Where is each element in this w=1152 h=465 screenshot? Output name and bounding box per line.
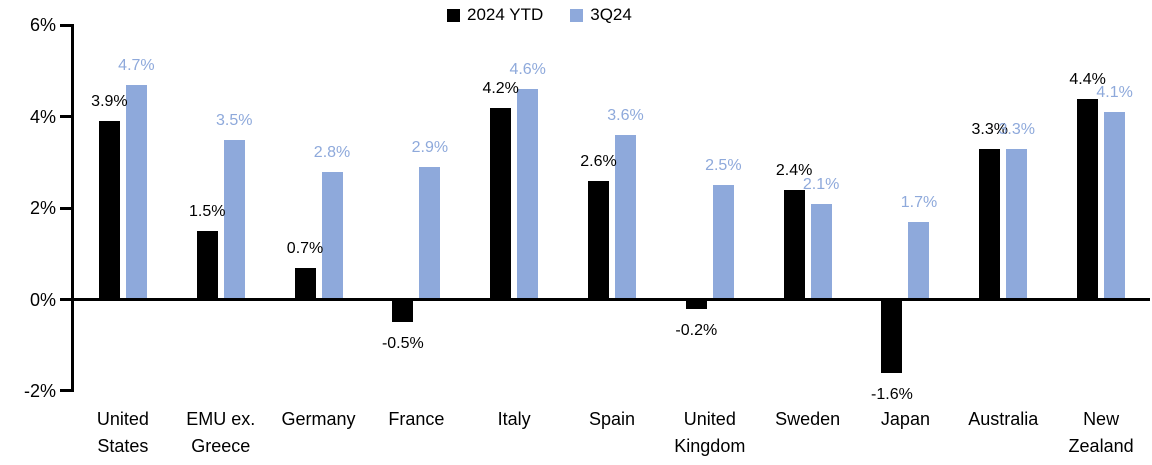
bar-3q24-sweden (810, 203, 832, 300)
category-label-germany: Germany (281, 409, 356, 429)
y-axis-tick-6 (60, 23, 71, 27)
x-axis-line (71, 298, 1150, 301)
value-label-2024-ytd-emu-ex-greece: 1.5% (188, 202, 226, 220)
legend-marker-2024-ytd-icon (447, 8, 460, 22)
bar-3q24-united-kingdom (712, 185, 734, 300)
bar-3q24-emu-ex-greece (223, 139, 245, 300)
value-label-2024-ytd-italy: 4.2% (482, 79, 519, 97)
category-label-japan: Japan (880, 409, 930, 429)
y-axis-line (71, 23, 74, 393)
bar-2024-ytd-spain (588, 180, 609, 300)
y-axis-tick-2 (60, 389, 71, 393)
legend-item-2024-ytd: 2024 YTD (447, 5, 543, 25)
category-label-new-zealand: New Zealand (1068, 409, 1134, 456)
y-axis-tick-label-2: -2% (23, 380, 56, 401)
category-label-united-states: United States (96, 409, 149, 456)
value-label-2024-ytd-australia: 3.3% (971, 120, 1008, 138)
value-label-2024-ytd-new-zealand: 4.4% (1069, 70, 1106, 88)
value-label-3q24-australia: 3.3% (998, 120, 1035, 138)
value-label-3q24-france: 2.9% (411, 139, 449, 157)
category-label-sweden: Sweden (775, 409, 841, 429)
value-label-3q24-japan: 1.7% (900, 193, 938, 211)
bar-2024-ytd-italy (490, 107, 512, 300)
bar-3q24-australia (1006, 148, 1028, 300)
bar-2024-ytd-sweden (783, 189, 805, 300)
legend-item-3q24: 3Q24 (570, 5, 632, 25)
value-label-2024-ytd-spain: 2.6% (580, 152, 617, 170)
value-label-2024-ytd-france: -0.5% (381, 335, 424, 353)
value-label-3q24-italy: 4.6% (509, 61, 546, 79)
category-label-emu-ex-greece: EMU ex. Greece (186, 409, 256, 456)
value-label-3q24-sweden: 2.1% (802, 175, 840, 193)
y-axis-tick-0 (60, 298, 71, 301)
value-label-3q24-new-zealand: 4.1% (1096, 84, 1133, 102)
bar-3q24-france (419, 167, 441, 300)
bar-3q24-united-states (125, 84, 147, 300)
y-axis-tick-label-2: 2% (29, 198, 56, 219)
value-label-3q24-united-states: 4.7% (118, 56, 155, 74)
bar-3q24-japan (908, 221, 930, 300)
legend-marker-3q24-icon (570, 8, 584, 22)
y-axis-tick-4 (60, 115, 71, 119)
legend-label-3q24: 3Q24 (590, 5, 632, 24)
bar-2024-ytd-united-states (98, 121, 120, 300)
value-label-2024-ytd-united-states: 3.9% (91, 93, 128, 111)
bar-2024-ytd-germany (294, 267, 316, 300)
category-label-united-kingdom: United Kingdom (674, 409, 746, 456)
bar-3q24-new-zealand (1104, 112, 1126, 300)
value-label-3q24-emu-ex-greece: 3.5% (215, 111, 253, 129)
y-axis-tick-label-6: 6% (29, 15, 56, 36)
category-label-spain: Spain (588, 409, 636, 429)
value-label-3q24-spain: 3.6% (607, 107, 644, 125)
category-label-italy: Italy (497, 409, 531, 429)
category-label-france: France (388, 409, 445, 429)
value-label-2024-ytd-sweden: 2.4% (775, 161, 813, 179)
bar-2024-ytd-emu-ex-greece (196, 230, 218, 300)
value-label-3q24-germany: 2.8% (313, 143, 351, 161)
y-axis-tick-2 (60, 206, 71, 210)
value-label-2024-ytd-japan: -1.6% (871, 385, 913, 403)
value-label-3q24-united-kingdom: 2.5% (705, 157, 742, 175)
legend-label-2024-ytd: 2024 YTD (467, 5, 544, 24)
bar-3q24-spain (615, 135, 636, 300)
bar-2024-ytd-france (392, 299, 414, 323)
value-label-2024-ytd-united-kingdom: -0.2% (675, 321, 718, 339)
y-axis-tick-label-4: 4% (29, 106, 56, 127)
value-label-2024-ytd-germany: 0.7% (286, 239, 324, 257)
bar-2024-ytd-australia (979, 148, 1001, 300)
bar-2024-ytd-united-kingdom (685, 299, 707, 309)
bar-2024-ytd-new-zealand (1077, 98, 1099, 300)
bar-3q24-germany (321, 171, 343, 300)
bar-3q24-italy (517, 89, 539, 300)
category-label-australia: Australia (968, 409, 1039, 429)
bar-2024-ytd-japan (881, 299, 903, 373)
y-axis-tick-label-0: 0% (29, 289, 56, 310)
legend: 2024 YTD 3Q24 (447, 5, 632, 25)
